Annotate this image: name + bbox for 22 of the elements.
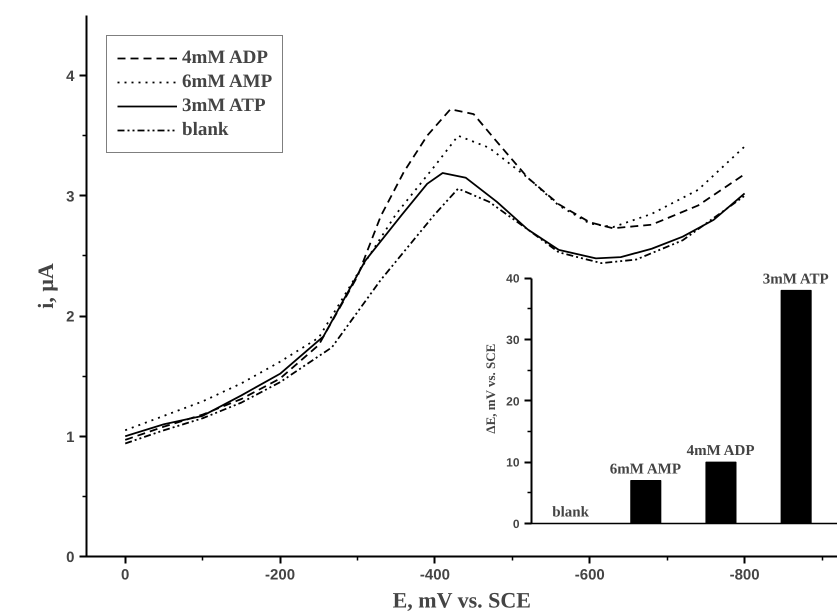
x-tick-label: -400 (420, 566, 450, 584)
x-tick-label: -200 (265, 566, 296, 584)
y-tick-label: 40 (506, 272, 520, 286)
legend-label: 6mM AMP (182, 70, 272, 94)
x-tick-label: -600 (574, 566, 605, 584)
y-tick-label: 0 (512, 517, 520, 531)
x-axis-title: E, mV vs. SCE (392, 588, 531, 612)
y-tick-label: 2 (66, 308, 74, 326)
y-tick-label: 1 (66, 428, 74, 446)
legend-label: 3mM ATP (182, 94, 266, 118)
x-tick-label: 0 (121, 566, 130, 584)
y-tick-label: 30 (506, 332, 520, 347)
y-tick-label: 4 (66, 68, 76, 86)
y-axis-title: ΔE, mV vs. SCE (483, 344, 498, 434)
legend-label: 4mM ADP (182, 46, 268, 70)
y-tick-label: 10 (506, 456, 520, 470)
y-tick-label: 3 (66, 188, 74, 206)
y-axis-title: i, μA (33, 263, 58, 309)
legend-label: blank (182, 118, 228, 142)
x-tick-label: -800 (730, 566, 760, 584)
y-tick-label: 0 (66, 549, 74, 566)
y-tick-label: 20 (506, 394, 520, 408)
